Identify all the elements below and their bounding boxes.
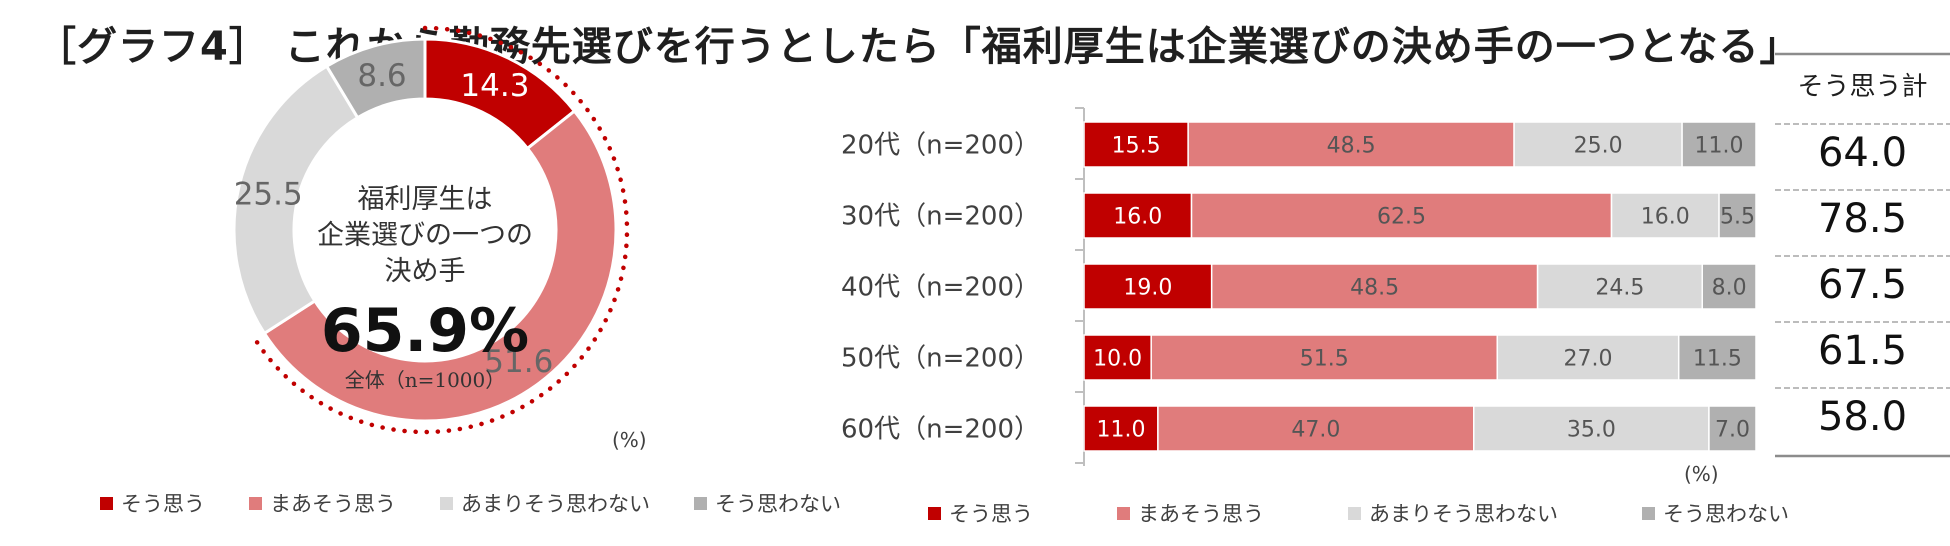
bar-seg-omowanai	[1677, 334, 1757, 381]
total-value: 58.0	[1817, 394, 1908, 440]
bar-seg-sou-omou	[1083, 405, 1159, 452]
bar-value-label: 11.0	[1096, 418, 1145, 443]
legend-swatch	[928, 506, 941, 520]
donut-center-line3: 決め手	[385, 256, 466, 287]
donut-slice-maa	[262, 108, 618, 423]
bar-seg-sou-omou	[1083, 121, 1189, 168]
legend-item-omowanai: そう思わない	[694, 488, 841, 518]
bar-value-label: 27.0	[1564, 347, 1613, 372]
legend-label: あまりそう思わない	[461, 492, 650, 516]
legend-item-amari: あまりそう思わない	[440, 488, 650, 518]
bar-value-label: 48.5	[1327, 134, 1376, 159]
donut-center-line2: 企業選びの一つの	[317, 220, 533, 251]
donut-slice-label: 51.6	[484, 344, 553, 380]
donut-slice-label: 8.6	[357, 58, 406, 94]
chart-title: ［グラフ4］ これから勤務先選びを行うとしたら「福利厚生は企業選びの決め手の一つ…	[36, 24, 1801, 70]
donut-slice-label: 14.3	[460, 68, 529, 104]
donut-slice-label: 25.5	[234, 176, 303, 212]
bar-category-label: 20代（n=200）	[841, 131, 1040, 161]
legend-label: そう思わない	[1663, 502, 1789, 526]
legend-label: そう思う	[949, 502, 1033, 526]
bar-value-label: 51.5	[1300, 347, 1349, 372]
total-header: そう思う計	[1797, 72, 1928, 102]
legend-swatch	[1642, 506, 1655, 520]
bar-value-label: 15.5	[1112, 134, 1161, 159]
bar-seg-amari	[1536, 263, 1703, 310]
bar-seg-amari	[1496, 334, 1680, 381]
total-value: 64.0	[1817, 130, 1908, 176]
legend-item-maa: まあそう思う	[249, 488, 396, 518]
legend-swatch	[249, 496, 262, 510]
bar-value-label: 7.0	[1715, 418, 1750, 443]
bar-seg-sou-omou	[1083, 263, 1213, 310]
bar-legend: そう思う まあそう思う あまりそう思わない そう思わない	[928, 498, 1789, 528]
bar-value-label: 48.5	[1350, 276, 1399, 301]
donut-center-value: 65.9%	[321, 296, 529, 366]
bar-seg-amari	[1610, 192, 1720, 239]
legend-label: そう思う	[121, 492, 205, 516]
legend-swatch	[1348, 506, 1361, 520]
total-table-lines	[1775, 52, 1950, 458]
bar-seg-omowanai	[1708, 405, 1757, 452]
bar-value-label: 24.5	[1595, 276, 1644, 301]
bar-value-label: 16.0	[1113, 205, 1162, 230]
donut-total-dotted-arc	[252, 25, 630, 435]
donut-legend: そう思う まあそう思う あまりそう思わない そう思わない	[100, 488, 841, 518]
legend-label: まあそう思う	[270, 492, 396, 516]
legend-label: まあそう思う	[1138, 502, 1264, 526]
legend-item-sou-omou: そう思う	[100, 488, 205, 518]
bar-value-label: 8.0	[1712, 276, 1747, 301]
bar-seg-omowanai	[1681, 121, 1757, 168]
legend-item-sou-omou: そう思う	[928, 498, 1033, 528]
donut-slice-omowanai	[324, 37, 427, 120]
bar-seg-omowanai	[1718, 192, 1757, 239]
bar-seg-amari	[1473, 405, 1710, 452]
bar-category-label: 60代（n=200）	[841, 415, 1040, 445]
bar-category-label: 50代（n=200）	[841, 344, 1040, 374]
legend-swatch	[100, 496, 113, 510]
bar-category-label: 30代（n=200）	[841, 202, 1040, 232]
donut-center-line1: 福利厚生は	[358, 184, 493, 215]
donut-unit-label: (%)	[612, 428, 647, 452]
donut-chart: 14.3 51.6 25.5 8.6	[232, 25, 630, 435]
legend-label: あまりそう思わない	[1369, 502, 1558, 526]
bar-category-label: 40代（n=200）	[841, 273, 1040, 303]
total-value: 61.5	[1817, 328, 1908, 374]
bar-value-label: 25.0	[1574, 134, 1623, 159]
legend-label: そう思わない	[715, 492, 841, 516]
bar-value-label: 10.0	[1093, 347, 1142, 372]
bar-value-label: 11.0	[1695, 134, 1744, 159]
bar-value-label: 16.0	[1641, 205, 1690, 230]
bar-seg-maa	[1210, 263, 1539, 310]
legend-item-omowanai: そう思わない	[1642, 498, 1789, 528]
bar-value-label: 5.5	[1720, 205, 1755, 230]
bar-value-label: 11.5	[1693, 347, 1742, 372]
bar-seg-amari	[1513, 121, 1683, 168]
legend-item-maa: まあそう思う	[1117, 498, 1264, 528]
legend-swatch	[1117, 506, 1130, 520]
total-value: 67.5	[1817, 262, 1908, 308]
bar-seg-maa	[1157, 405, 1475, 452]
legend-swatch	[440, 496, 453, 510]
bar-seg-sou-omou	[1083, 192, 1193, 239]
legend-item-amari: あまりそう思わない	[1348, 498, 1558, 528]
bar-seg-omowanai	[1701, 263, 1757, 310]
bar-unit-label: (%)	[1684, 462, 1719, 486]
bar-seg-maa	[1150, 334, 1499, 381]
legend-swatch	[694, 496, 707, 510]
bar-value-label: 62.5	[1377, 205, 1426, 230]
bar-value-label: 19.0	[1123, 276, 1172, 301]
bar-value-label: 47.0	[1291, 418, 1340, 443]
bar-seg-sou-omou	[1083, 334, 1152, 381]
bar-value-label: 35.0	[1567, 418, 1616, 443]
total-value: 78.5	[1817, 196, 1908, 242]
donut-center-base: 全体（n=1000）	[345, 368, 506, 392]
stacked-bar-chart: 20代（n=200） 15.5 48.5 25.0 11.0 30代（n=200） 16.0…	[841, 107, 1757, 466]
